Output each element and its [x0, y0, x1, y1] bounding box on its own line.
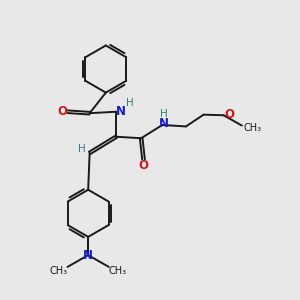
Text: O: O [139, 159, 148, 172]
Text: CH₃: CH₃ [50, 266, 68, 276]
Text: CH₃: CH₃ [244, 123, 262, 133]
Text: H: H [77, 144, 85, 154]
Text: N: N [159, 117, 169, 130]
Text: CH₃: CH₃ [109, 266, 127, 276]
Text: N: N [83, 250, 93, 262]
Text: H: H [126, 98, 134, 109]
Text: O: O [224, 108, 234, 121]
Text: H: H [160, 109, 168, 119]
Text: N: N [116, 105, 126, 118]
Text: O: O [57, 105, 67, 118]
